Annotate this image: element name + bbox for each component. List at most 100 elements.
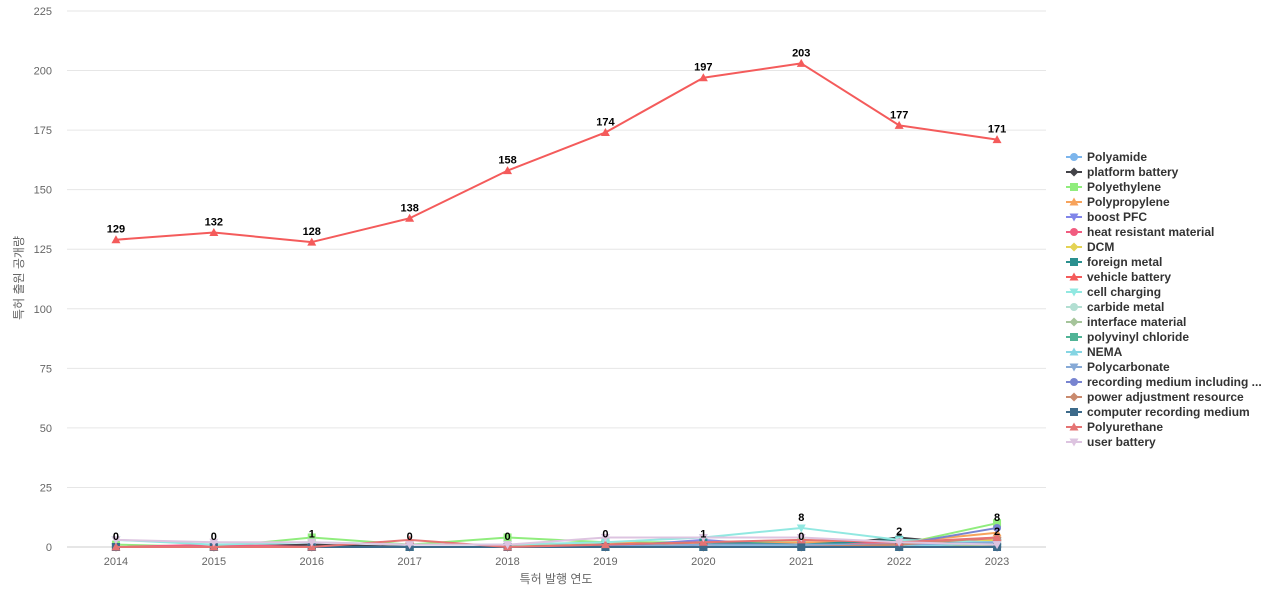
legend-label: recording medium including ... — [1087, 374, 1262, 389]
legend-swatch-icon — [1066, 363, 1082, 371]
legend-swatch-icon — [1066, 377, 1082, 386]
legend-marker-icon — [1069, 197, 1079, 205]
series-line — [115, 536, 998, 546]
legend-item-polypropylene[interactable]: Polypropylene — [1066, 194, 1276, 209]
legend-marker-icon — [1070, 257, 1078, 266]
data-label: 0 — [798, 531, 804, 543]
y-tick-label: 25 — [40, 482, 52, 494]
x-axis-title: 특허 발행 연도 — [520, 571, 593, 586]
legend-marker-icon — [1070, 302, 1078, 311]
legend-label: foreign metal — [1087, 254, 1163, 269]
legend-item-platform-battery[interactable]: platform battery — [1066, 164, 1276, 179]
legend-item-power-adjustment-resource[interactable]: power adjustment resource — [1066, 389, 1276, 404]
legend-item-nema[interactable]: NEMA — [1066, 344, 1276, 359]
data-point — [993, 523, 1002, 532]
legend-item-polyethylene[interactable]: Polyethylene — [1066, 179, 1276, 194]
legend-marker-icon — [1070, 332, 1078, 341]
legend-marker-icon — [1069, 272, 1079, 280]
data-point — [796, 524, 806, 533]
data-point — [600, 127, 610, 136]
legend-item-computer-recording-medium[interactable]: computer recording medium — [1066, 404, 1276, 419]
legend-item-polyurethane[interactable]: Polyurethane — [1066, 419, 1276, 434]
x-tick-label: 2022 — [887, 556, 911, 568]
data-point — [503, 533, 512, 542]
data-point — [698, 533, 708, 542]
legend-swatch-icon — [1066, 197, 1082, 205]
data-point — [307, 533, 316, 542]
x-tick-label: 2019 — [593, 556, 617, 568]
legend-swatch-icon — [1066, 227, 1082, 236]
legend-label: DCM — [1087, 239, 1115, 254]
y-tick-label: 50 — [40, 423, 52, 435]
data-point — [111, 235, 121, 244]
data-label: 0 — [602, 529, 608, 541]
data-point — [992, 135, 1002, 144]
legend-marker-icon — [1069, 363, 1079, 371]
y-tick-label: 100 — [34, 304, 52, 316]
legend-swatch-icon — [1066, 407, 1082, 416]
legend-swatch-icon — [1066, 272, 1082, 280]
legend-item-carbide-metal[interactable]: carbide metal — [1066, 299, 1276, 314]
legend-marker-icon — [1070, 377, 1078, 386]
legend-item-cell-charging[interactable]: cell charging — [1066, 284, 1276, 299]
legend-marker-icon — [1069, 422, 1079, 430]
data-point — [797, 543, 806, 551]
data-label: 0 — [407, 531, 413, 543]
series-user-battery — [111, 533, 1002, 550]
data-label: 0 — [504, 531, 510, 543]
data-point — [894, 538, 904, 547]
data-point — [503, 166, 513, 175]
legend-marker-icon — [1070, 152, 1078, 161]
data-point — [209, 538, 219, 547]
legend-item-user-battery[interactable]: user battery — [1066, 434, 1276, 449]
legend-marker-icon — [1070, 227, 1078, 236]
data-label: 2 — [896, 526, 902, 538]
legend-item-polyamide[interactable]: Polyamide — [1066, 149, 1276, 164]
legend-swatch-icon — [1066, 302, 1082, 311]
legend-label: Polyethylene — [1087, 179, 1162, 194]
legend-label: user battery — [1087, 434, 1156, 449]
data-point — [600, 533, 610, 542]
data-point — [992, 528, 1002, 537]
data-label: 158 — [498, 155, 516, 167]
x-tick-label: 2014 — [104, 556, 128, 568]
data-point — [895, 543, 904, 551]
y-axis-title: 특허 출원 공개량 — [12, 236, 26, 320]
legend-item-interface-material[interactable]: interface material — [1066, 314, 1276, 329]
legend-swatch-icon — [1066, 392, 1082, 401]
legend-item-polyvinyl-chloride[interactable]: polyvinyl chloride — [1066, 329, 1276, 344]
legend-item-vehicle-battery[interactable]: vehicle battery — [1066, 269, 1276, 284]
legend: Polyamide platform battery Polyethylene Pol… — [1066, 149, 1276, 449]
data-point — [209, 228, 219, 237]
series-vehicle-battery — [111, 58, 1002, 246]
y-tick-label: 75 — [40, 363, 52, 375]
legend-label: carbide metal — [1087, 299, 1165, 314]
x-tick-label: 2020 — [691, 556, 715, 568]
legend-item-heat-resistant-material[interactable]: heat resistant material — [1066, 224, 1276, 239]
data-label: 197 — [694, 62, 712, 74]
data-point — [796, 533, 806, 542]
data-point — [503, 541, 513, 550]
legend-label: Polyurethane — [1087, 419, 1164, 434]
data-point — [894, 120, 904, 129]
data-label: 174 — [596, 116, 615, 128]
data-point — [111, 536, 121, 545]
legend-label: vehicle battery — [1087, 269, 1172, 284]
legend-label: interface material — [1087, 314, 1187, 329]
legend-marker-icon — [1069, 438, 1079, 446]
legend-item-foreign-metal[interactable]: foreign metal — [1066, 254, 1276, 269]
legend-item-dcm[interactable]: DCM — [1066, 239, 1276, 254]
series-line — [115, 62, 998, 244]
legend-marker-icon — [1070, 182, 1078, 191]
y-tick-label: 225 — [34, 6, 52, 18]
data-label: 0 — [211, 531, 217, 543]
data-point — [698, 73, 708, 82]
x-tick-label: 2023 — [985, 556, 1009, 568]
legend-label: boost PFC — [1087, 209, 1147, 224]
legend-item-boost-pfc[interactable]: boost PFC — [1066, 209, 1276, 224]
legend-item-recording-medium-including[interactable]: recording medium including ... — [1066, 374, 1276, 389]
legend-swatch-icon — [1066, 317, 1082, 326]
legend-marker-icon — [1069, 317, 1079, 326]
data-point — [307, 538, 317, 547]
legend-item-polycarbonate[interactable]: Polycarbonate — [1066, 359, 1276, 374]
